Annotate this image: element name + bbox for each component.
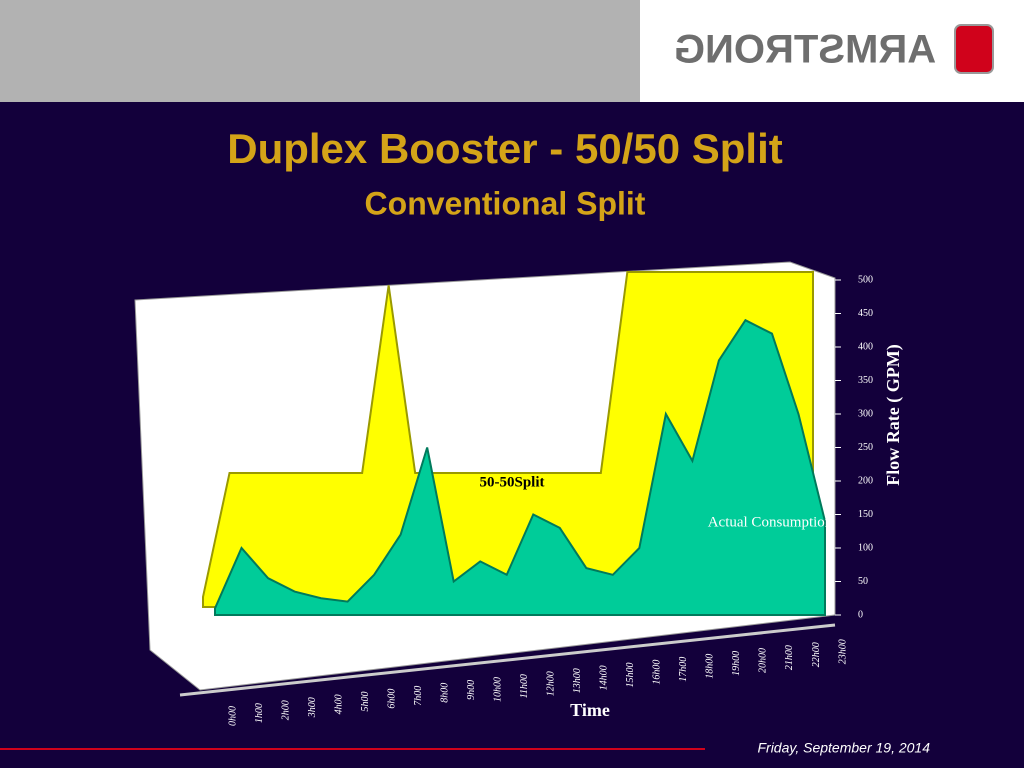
y-tick-label: 450 xyxy=(858,308,873,319)
y-tick-label: 350 xyxy=(858,375,873,386)
series-label: Actual Consumption xyxy=(708,514,833,530)
x-tick-label: 4h00 xyxy=(333,694,344,714)
x-tick-label: 11h00 xyxy=(519,674,530,698)
x-tick-label: 10h00 xyxy=(493,677,504,702)
x-tick-label: 23h00 xyxy=(837,639,848,664)
title: Duplex Booster - 50/50 Split xyxy=(227,125,782,172)
x-tick-label: 7h00 xyxy=(413,686,424,706)
x-axis xyxy=(179,623,836,697)
series-label: 50-50Split xyxy=(479,474,544,490)
x-tick-label: 1h00 xyxy=(254,703,265,723)
y-tick-label: 150 xyxy=(858,509,873,520)
y-tick-label: 250 xyxy=(858,442,873,453)
x-tick-label: 3h00 xyxy=(307,697,318,718)
y-tick-label: 50 xyxy=(858,576,868,587)
x-tick-label: 9h00 xyxy=(466,680,477,700)
x-tick-label: 14h00 xyxy=(599,665,610,690)
x-tick-label: 12h00 xyxy=(546,671,557,696)
x-tick-label: 15h00 xyxy=(625,663,636,688)
x-axis-title: Time xyxy=(570,700,610,720)
x-tick-label: 21h00 xyxy=(784,645,795,670)
x-tick-label: 16h00 xyxy=(652,660,663,685)
logo-text: ARMSTRONG xyxy=(674,28,936,72)
y-tick-label: 200 xyxy=(858,475,873,486)
x-tick-label: 2h00 xyxy=(280,700,291,720)
y-tick-label: 400 xyxy=(858,341,873,352)
x-tick-label: 6h00 xyxy=(386,689,397,709)
x-tick-label: 18h00 xyxy=(705,654,716,679)
y-tick-label: 100 xyxy=(858,542,873,553)
header-band xyxy=(0,0,640,102)
logo-badge xyxy=(954,24,994,74)
x-tick-label: 17h00 xyxy=(678,657,689,682)
series-area xyxy=(214,318,826,616)
x-tick-label: 0h00 xyxy=(227,706,238,726)
y-tick-label: 0 xyxy=(858,609,863,620)
y-tick-label: 300 xyxy=(858,408,873,419)
x-tick-label: 8h00 xyxy=(439,683,450,703)
x-tick-label: 13h00 xyxy=(572,668,583,693)
x-tick-label: 5h00 xyxy=(360,692,371,712)
subtitle: Conventional Split xyxy=(365,185,646,221)
y-tick-label: 500 xyxy=(858,274,873,285)
y-axis-title: Flow Rate ( GPM) xyxy=(883,344,904,485)
x-tick-label: 20h00 xyxy=(758,648,769,673)
x-tick-label: 22h00 xyxy=(811,642,822,667)
x-tick-label: 19h00 xyxy=(731,651,742,676)
footer-date: Friday, September 19, 2014 xyxy=(757,740,930,756)
